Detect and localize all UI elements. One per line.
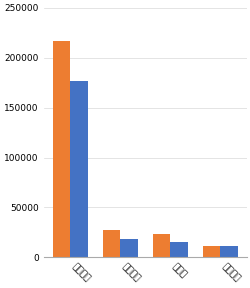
Bar <box>219 247 237 257</box>
Bar <box>202 247 219 257</box>
Bar <box>120 239 137 257</box>
Bar <box>152 234 170 257</box>
Bar <box>70 81 87 257</box>
Bar <box>52 41 70 257</box>
Bar <box>102 230 120 257</box>
Bar <box>170 242 187 257</box>
